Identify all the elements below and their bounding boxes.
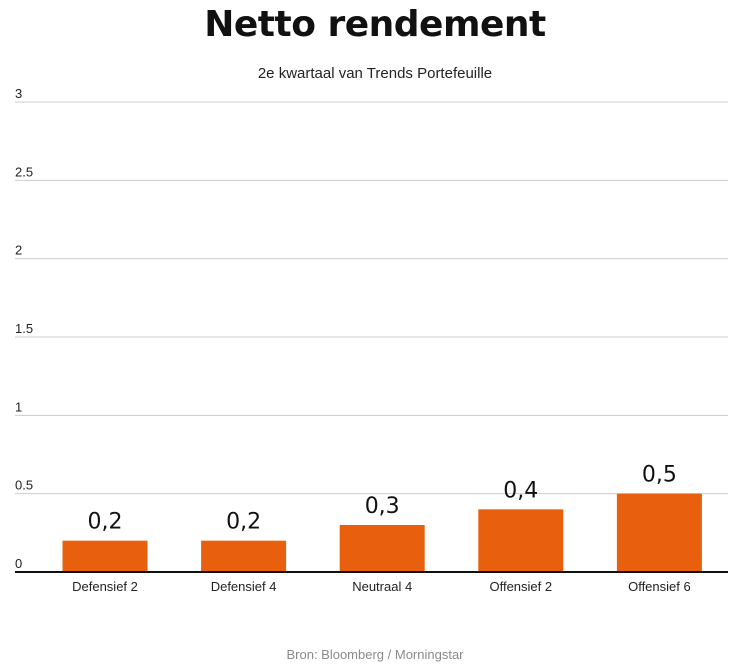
x-tick-label: Defensief 4 [211, 579, 277, 594]
bar-value-label: 0,2 [226, 510, 261, 535]
source-note: Bron: Bloomberg / Morningstar [286, 647, 464, 662]
x-tick-label: Offensief 2 [489, 579, 552, 594]
y-tick-label: 1.5 [15, 321, 33, 336]
bars [62, 493, 702, 572]
y-tick-label: 0 [15, 556, 22, 571]
y-axis-ticks: 0 0.5 1 1.5 2 2.5 3 [15, 86, 33, 571]
bar [339, 525, 425, 572]
y-tick-label: 3 [15, 86, 22, 101]
x-tick-label: Neutraal 4 [352, 579, 412, 594]
chart-title: Netto rendement [204, 4, 546, 45]
x-tick-label: Defensief 2 [72, 579, 138, 594]
bar [478, 509, 564, 572]
chart-subtitle: 2e kwartaal van Trends Portefeuille [257, 65, 493, 82]
x-axis-ticks: Defensief 2 Defensief 4 Neutraal 4 Offensie… [72, 579, 691, 594]
bar-value-label: 0,5 [642, 463, 677, 488]
bar-value-label: 0,3 [365, 494, 400, 519]
bar [616, 493, 702, 572]
bar [62, 540, 148, 572]
y-tick-label: 0.5 [15, 478, 33, 493]
y-tick-label: 2.5 [15, 164, 33, 179]
bar-value-label: 0,2 [88, 510, 123, 535]
value-labels: 0,2 0,2 0,3 0,4 0,5 [88, 463, 677, 535]
x-tick-label: Offensief 6 [628, 579, 691, 594]
y-tick-label: 1 [15, 399, 22, 414]
bar-chart: 0 0.5 1 1.5 2 2.5 3 0,2 0,2 0,3 0,4 0,5 Defensief … [15, 86, 728, 594]
bar [201, 540, 287, 572]
y-tick-label: 2 [15, 243, 22, 258]
gridlines [15, 101, 728, 495]
bar-value-label: 0,4 [503, 478, 538, 503]
